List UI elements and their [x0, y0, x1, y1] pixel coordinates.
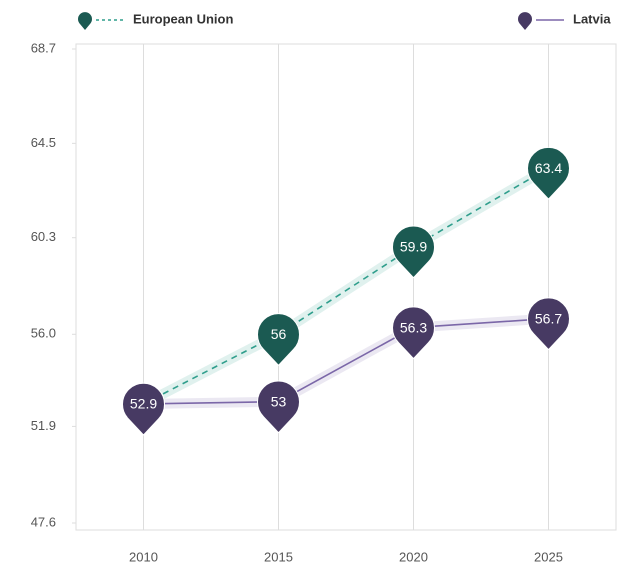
- marker: [122, 382, 165, 436]
- data-label: 56.7: [535, 310, 562, 326]
- legend-label: European Union: [133, 11, 233, 26]
- legend-marker: [78, 12, 93, 30]
- data-label: 59.9: [400, 238, 427, 254]
- marker: [392, 306, 435, 360]
- y-tick-label: 56.0: [31, 326, 56, 341]
- x-tick-label: 2010: [129, 549, 158, 564]
- series-line: [143, 167, 549, 405]
- x-tick-label: 2020: [399, 549, 428, 564]
- series-line: [143, 317, 549, 405]
- series-band: [143, 313, 549, 409]
- data-label: 56.3: [400, 319, 427, 335]
- marker: [257, 313, 300, 367]
- plot-frame: [75, 43, 617, 531]
- data-label: 56: [271, 326, 287, 342]
- y-tick-label: 64.5: [31, 135, 56, 150]
- data-label: 52.9: [130, 396, 157, 412]
- data-label: 53: [271, 393, 287, 409]
- legend-marker: [518, 12, 532, 31]
- marker: [527, 297, 570, 351]
- y-tick-label: 47.6: [31, 514, 56, 529]
- marker: [257, 380, 300, 434]
- legend-label: Latvia: [573, 11, 611, 26]
- y-tick-label: 60.3: [31, 229, 56, 244]
- y-tick-label: 68.7: [31, 40, 56, 55]
- y-tick-label: 51.9: [31, 418, 56, 433]
- x-tick-label: 2025: [534, 549, 563, 564]
- data-label: 63.4: [535, 160, 562, 176]
- marker: [392, 225, 435, 279]
- x-tick-label: 2015: [264, 549, 293, 564]
- marker: [527, 146, 570, 200]
